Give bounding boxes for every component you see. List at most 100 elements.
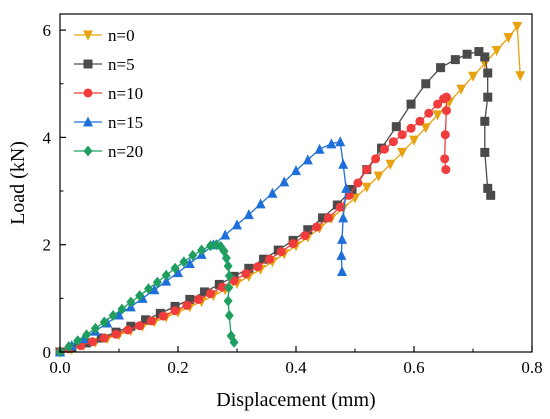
data-point	[353, 178, 363, 188]
axes: 0.0 0.2 0.4 0.6 0.8 0 2 4 6 Displacement (mm) Load…	[7, 13, 543, 411]
data-point	[64, 341, 74, 353]
data-point	[179, 256, 189, 268]
data-point	[220, 229, 231, 240]
data-point	[406, 99, 416, 109]
data-point	[279, 176, 290, 187]
data-point	[450, 55, 460, 65]
data-point	[135, 321, 145, 331]
data-point	[474, 47, 484, 57]
data-point	[341, 182, 352, 193]
data-point	[337, 266, 348, 277]
data-point	[200, 287, 210, 297]
data-point	[406, 123, 416, 133]
x-axis-title: Displacement (mm)	[216, 389, 375, 411]
data-point	[99, 316, 109, 328]
data-point	[224, 310, 234, 322]
data-point	[173, 267, 183, 278]
series-4	[55, 136, 352, 357]
data-point	[188, 249, 198, 261]
data-point	[483, 92, 493, 102]
legend-label: n=10	[108, 84, 143, 103]
data-point	[135, 290, 145, 302]
data-point	[182, 300, 192, 310]
data-point	[194, 294, 204, 304]
data-point	[87, 337, 97, 347]
data-point	[420, 123, 431, 134]
legend-item-3: n=10	[74, 84, 143, 103]
data-point	[99, 333, 109, 343]
legend-marker	[83, 88, 93, 98]
data-point	[424, 108, 434, 118]
data-point	[224, 270, 234, 282]
legend-item-4: n=15	[74, 113, 143, 132]
data-point	[149, 284, 160, 295]
data-point	[335, 202, 345, 212]
data-point	[483, 68, 493, 78]
data-point	[312, 222, 322, 232]
data-point	[440, 154, 450, 164]
data-point	[336, 249, 347, 260]
legend-marker	[83, 30, 93, 41]
data-point	[480, 147, 490, 157]
legend-item-5: n=20	[74, 142, 143, 161]
data-point	[302, 154, 313, 165]
data-point	[197, 244, 207, 256]
data-point	[90, 322, 100, 334]
y-tick-label: 6	[43, 21, 52, 40]
data-point	[436, 63, 446, 73]
data-point	[126, 321, 136, 331]
data-point	[223, 260, 233, 272]
data-point	[385, 159, 396, 170]
x-tick-label: 0.4	[285, 358, 307, 377]
data-point	[221, 252, 231, 264]
legend-item-1: n=0	[74, 26, 135, 45]
data-point	[338, 158, 349, 169]
data-point	[146, 316, 156, 326]
data-point	[337, 233, 348, 244]
data-point	[480, 116, 490, 126]
data-point	[184, 257, 195, 268]
data-point	[291, 165, 301, 176]
data-point	[491, 45, 502, 56]
data-point	[223, 295, 233, 307]
data-point	[323, 213, 333, 223]
data-point	[415, 116, 425, 126]
y-axis-title: Load (kN)	[7, 141, 29, 225]
data-point	[440, 130, 450, 140]
data-point	[117, 303, 127, 315]
data-point	[441, 106, 451, 116]
data-point	[205, 240, 215, 252]
data-point	[480, 52, 490, 62]
data-point	[338, 212, 349, 223]
legend-label: n=0	[108, 26, 135, 45]
data-point	[217, 282, 227, 292]
data-point	[205, 289, 215, 299]
data-point	[515, 71, 526, 82]
data-point	[391, 122, 401, 132]
data-point	[267, 187, 278, 198]
data-point	[170, 262, 180, 274]
y-tick-label: 2	[43, 236, 52, 255]
data-point	[82, 329, 92, 341]
x-tick-label: 0.2	[167, 358, 188, 377]
data-point	[255, 198, 266, 209]
data-point	[456, 84, 467, 95]
data-point	[111, 329, 121, 339]
data-point	[185, 294, 195, 304]
data-point	[347, 184, 357, 194]
data-point	[229, 276, 239, 286]
x-tick-label: 0.8	[521, 358, 542, 377]
data-point	[335, 136, 346, 147]
data-point	[361, 182, 372, 193]
data-point	[123, 325, 133, 335]
data-point	[388, 137, 398, 147]
data-point	[244, 263, 254, 273]
data-point	[241, 269, 251, 279]
data-point	[344, 190, 354, 200]
data-point	[432, 110, 443, 121]
data-point	[371, 154, 381, 164]
data-point	[114, 309, 124, 320]
data-point	[503, 33, 514, 44]
data-point	[126, 296, 136, 308]
plot-area	[55, 21, 526, 358]
